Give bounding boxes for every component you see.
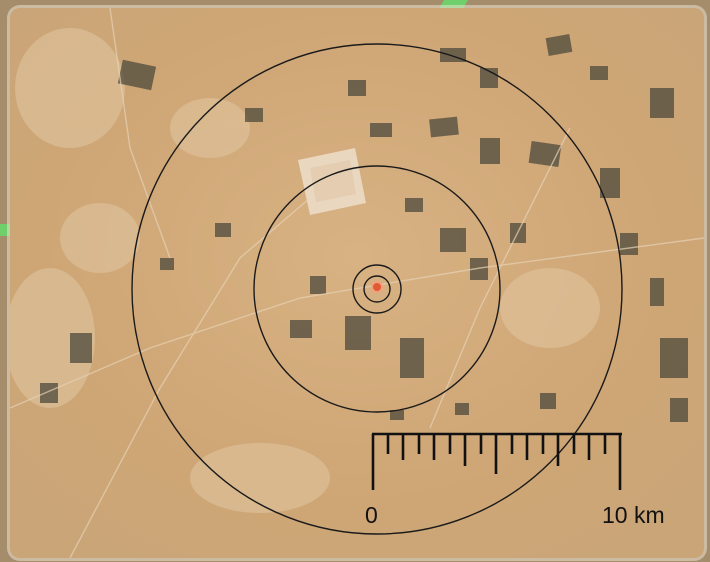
location-dot-icon[interactable] — [371, 281, 383, 293]
terrain-light-areas — [10, 28, 600, 513]
range-ring-innermost — [363, 275, 391, 303]
field-patches — [40, 34, 688, 422]
scale-bar — [371, 432, 622, 490]
map-canvas[interactable] — [10, 8, 704, 558]
satellite-map[interactable]: 0 10 km — [10, 8, 704, 558]
roads — [10, 8, 704, 558]
range-ring-middle — [253, 165, 501, 413]
range-ring-inner — [352, 264, 402, 314]
range-ring-outer — [131, 43, 623, 535]
scale-label-start: 0 — [365, 502, 378, 528]
scale-label-end: 10 km — [602, 502, 665, 528]
range-rings — [131, 43, 623, 535]
